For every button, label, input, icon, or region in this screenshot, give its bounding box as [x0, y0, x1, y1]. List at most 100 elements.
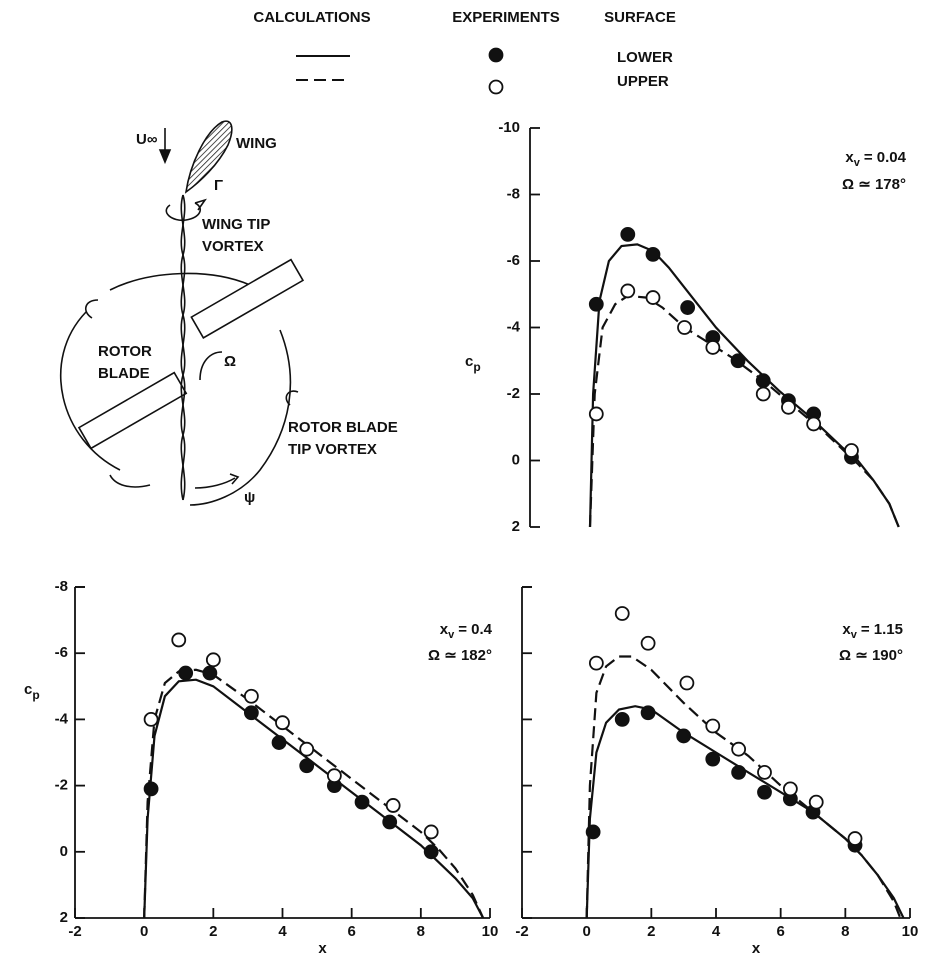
x-axis-label: x [752, 940, 761, 956]
y-tick-label: -4 [55, 710, 69, 727]
annotation: Ω ≃ 182° [428, 647, 492, 664]
y-axis-label: cp [24, 681, 40, 702]
psi-arrow [194, 477, 236, 489]
y-tick-label: 0 [60, 843, 68, 860]
data-point [585, 824, 601, 840]
data-point [782, 781, 798, 797]
annotation-text: = 0.4 [458, 621, 492, 638]
data-point [781, 399, 796, 415]
diagram-label: ψ [244, 489, 255, 506]
diagram-label: WING [236, 135, 277, 152]
annotation-text: = 0.04 [864, 149, 907, 166]
annotation: xv = 1.15 [842, 621, 903, 641]
diagram-label: ROTOR BLADE [288, 419, 398, 436]
legend-surface: LOWER [617, 49, 673, 66]
x-axis-label: x [318, 940, 327, 956]
diagram [60, 120, 305, 506]
x-tick-label: 8 [841, 923, 849, 940]
annotation-subscript: v [448, 629, 455, 641]
data-point [679, 675, 695, 691]
legend-marker [488, 47, 504, 63]
rotor-blade-lower [77, 371, 188, 450]
data-point [640, 635, 656, 651]
annotation-text: Ω ≃ 190° [839, 647, 903, 664]
data-point [299, 758, 315, 774]
data-point [844, 443, 859, 458]
annotation-text: = 1.15 [861, 621, 903, 638]
x-tick-label: 10 [902, 923, 919, 940]
calc-line [588, 294, 900, 528]
calc-line [143, 678, 485, 919]
y-axis-label-symbol: c [465, 353, 473, 370]
data-point [299, 741, 315, 757]
legend-header: EXPERIMENTS [452, 9, 560, 26]
y-tick-label: -8 [55, 578, 68, 595]
legend-header: CALCULATIONS [253, 9, 370, 26]
x-tick-label: 4 [278, 923, 287, 940]
rotor-tip-path [109, 474, 151, 488]
data-point [202, 665, 218, 681]
data-point [705, 340, 721, 355]
rotor-tip-path [60, 311, 121, 471]
data-point [847, 831, 863, 846]
data-point [588, 655, 604, 671]
y-tick-label: -6 [55, 644, 68, 661]
x-tick-label: 8 [417, 923, 425, 940]
y-tick-label: 2 [512, 518, 520, 535]
y-axis-label-symbol: c [24, 681, 32, 698]
data-point [676, 728, 692, 744]
y-tick-label: 2 [60, 909, 68, 926]
x-tick-label: 2 [647, 923, 655, 940]
diagram-label: U∞ [136, 131, 158, 148]
wing-airfoil [184, 120, 233, 194]
diagram-label: Ω [224, 353, 236, 370]
calc-line [143, 668, 485, 919]
data-point [755, 373, 771, 389]
arrow-head [229, 473, 240, 485]
legend-header: SURFACE [604, 9, 676, 26]
calc-line [585, 705, 905, 919]
data-point [614, 606, 630, 621]
diagram-label: Γ [214, 177, 223, 194]
data-point [588, 296, 604, 312]
annotation: Ω ≃ 190° [839, 647, 903, 664]
data-point [806, 416, 822, 432]
annotation-symbol: x [842, 621, 851, 638]
x-tick-label: 2 [209, 923, 217, 940]
data-point [271, 735, 287, 750]
y-tick-label: -8 [507, 185, 520, 202]
annotation-text: Ω ≃ 182° [428, 647, 492, 664]
annotation-text: Ω ≃ 178° [842, 176, 906, 193]
legend-surface: UPPER [617, 73, 669, 90]
data-point [677, 320, 692, 335]
data-point [757, 784, 772, 800]
x-tick-label: 6 [776, 923, 784, 940]
calc-line [588, 243, 900, 528]
data-point [755, 386, 771, 402]
data-point [326, 768, 342, 784]
y-tick-label: -2 [55, 777, 68, 794]
arrow-head [194, 198, 207, 211]
data-point [205, 652, 221, 668]
legend-marker [488, 79, 504, 95]
diagram-label: VORTEX [202, 238, 264, 255]
omega-arrow [199, 351, 223, 381]
data-point [385, 798, 401, 813]
arrow-head [158, 149, 172, 165]
y-tick-label: -2 [507, 385, 520, 402]
y-axis-label-subscript: p [473, 360, 480, 374]
data-point [620, 283, 636, 299]
y-tick-label: -6 [507, 252, 520, 269]
tip-vortex [180, 194, 186, 501]
x-tick-label: -2 [68, 923, 81, 940]
annotation-symbol: x [845, 149, 854, 166]
rotation-arrow [285, 390, 299, 406]
x-tick-label: -2 [515, 923, 528, 940]
data-point [645, 246, 661, 262]
y-tick-label: 0 [512, 451, 520, 468]
rotor-tip-path [189, 329, 292, 506]
data-point [243, 688, 259, 704]
data-point [620, 226, 636, 242]
